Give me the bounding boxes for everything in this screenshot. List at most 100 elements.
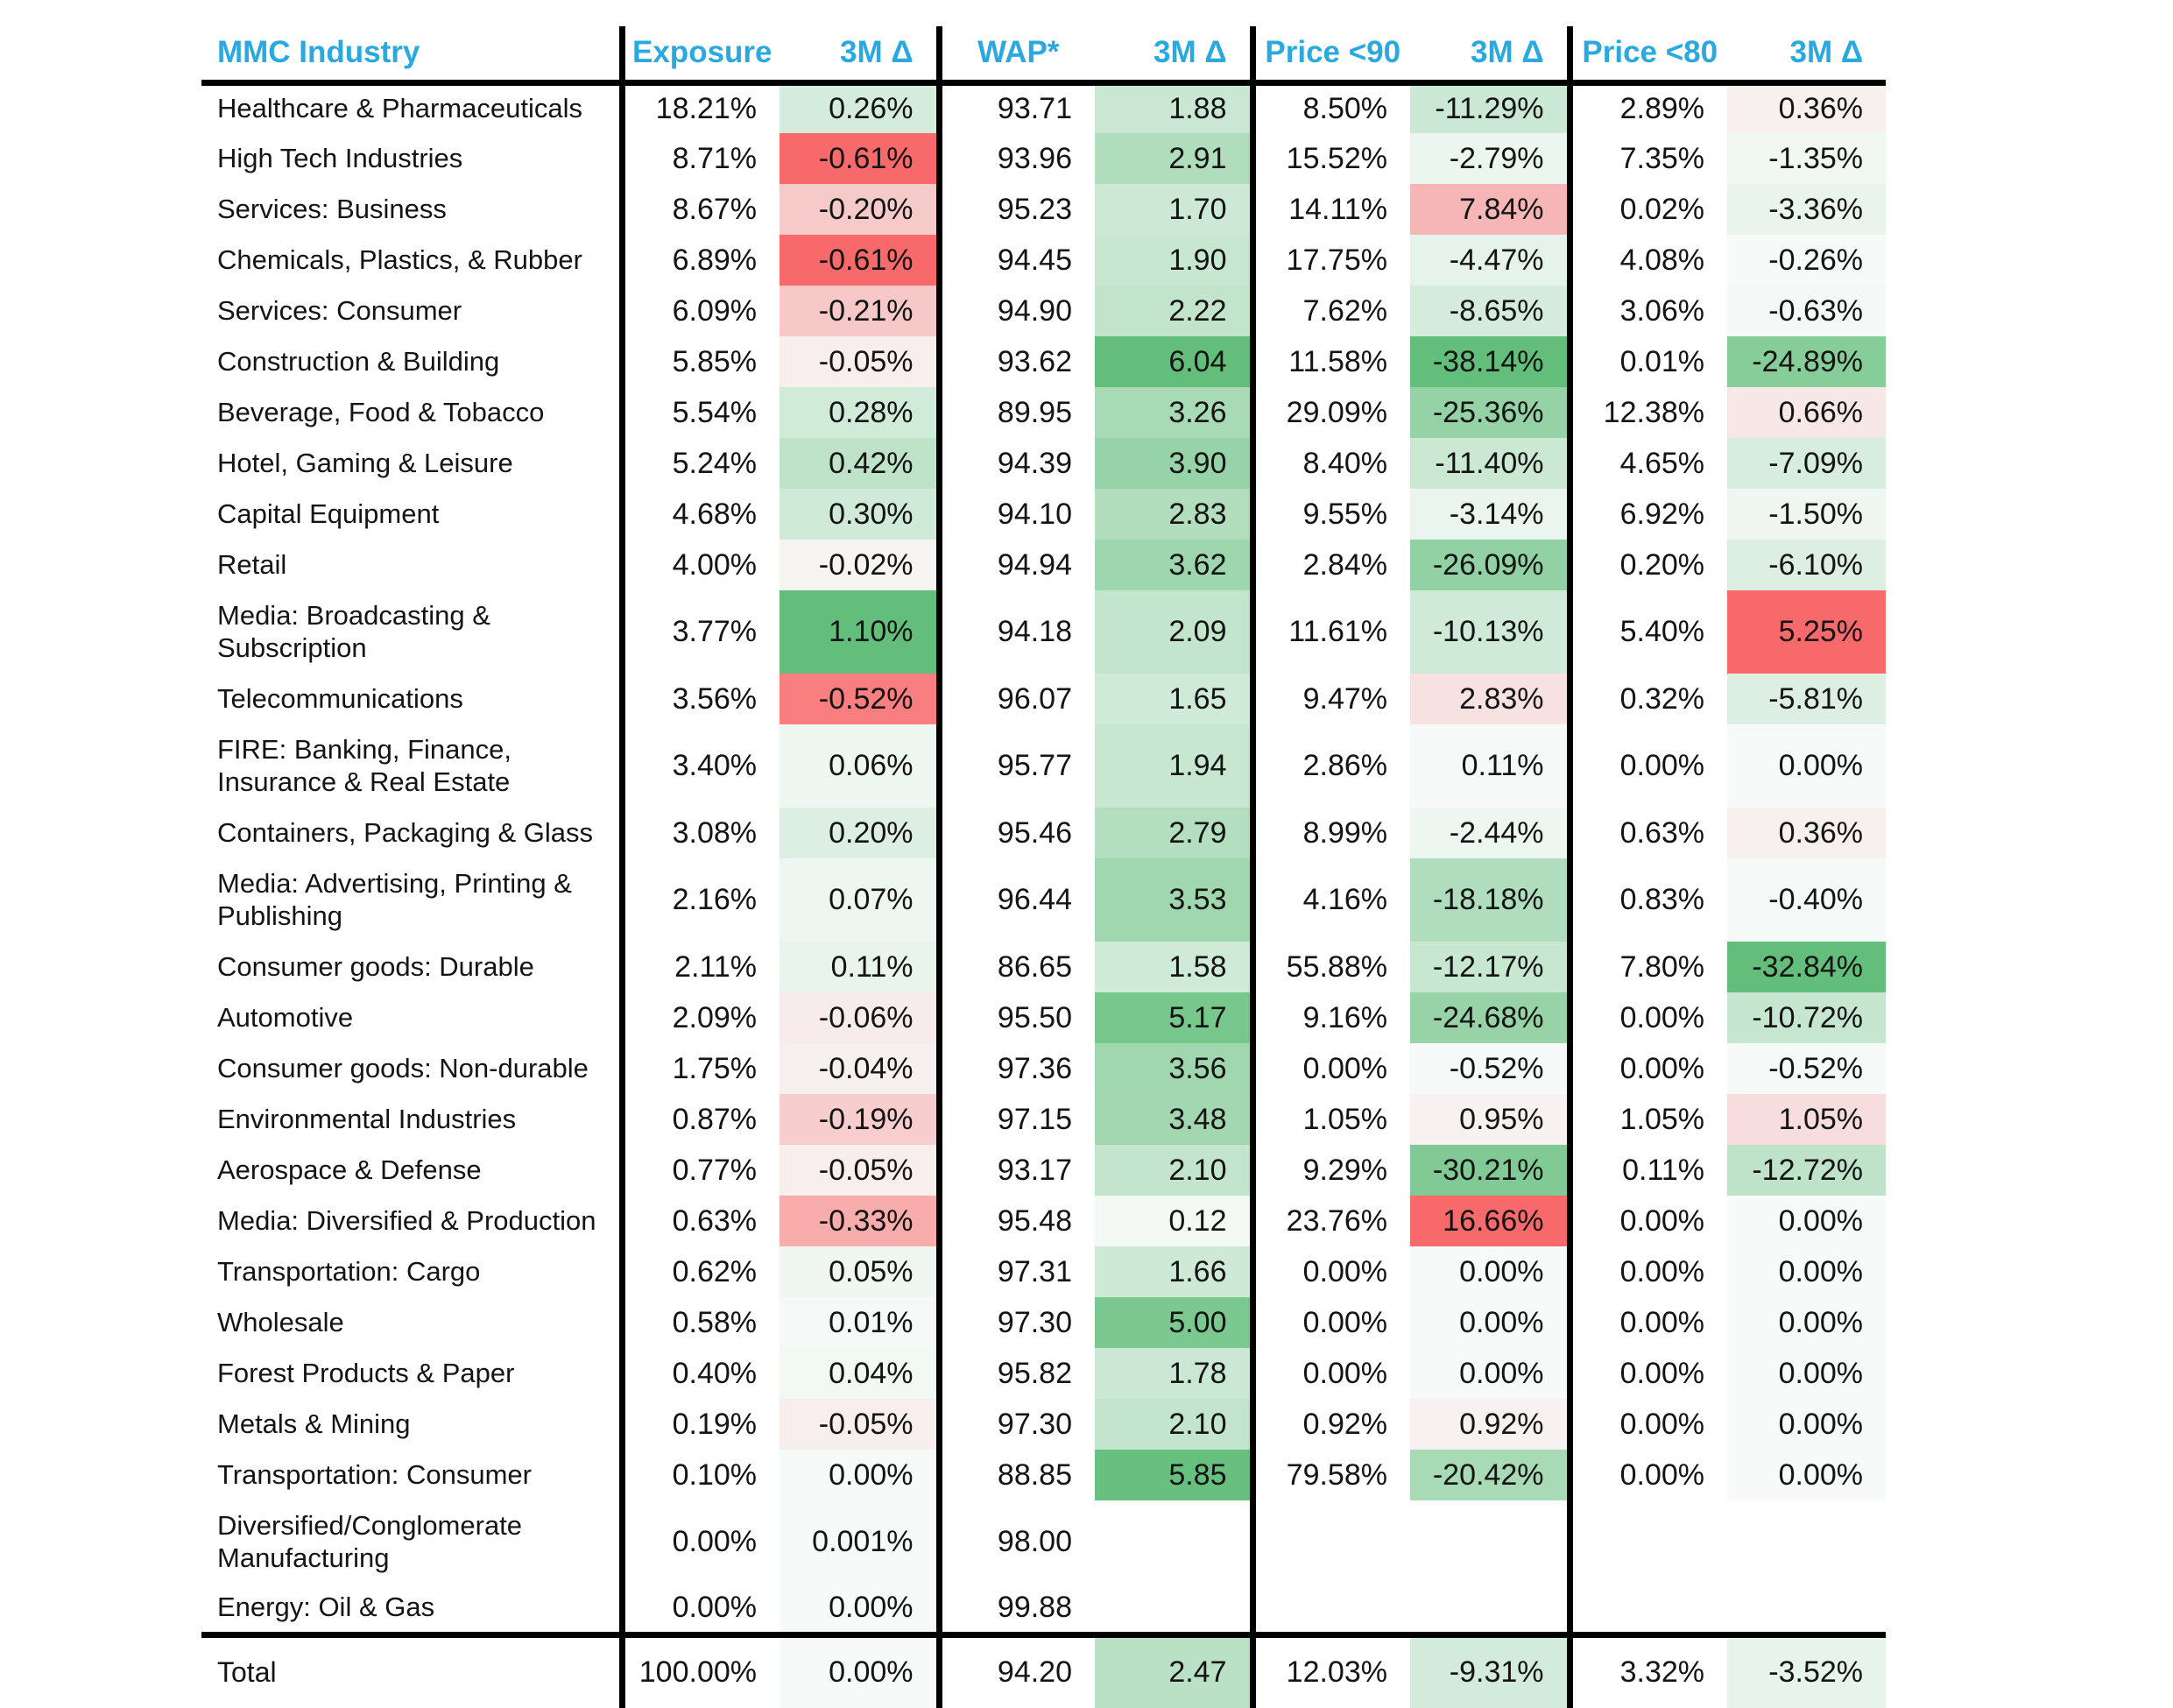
exposure-delta-cell: 0.30% [780, 489, 942, 540]
wap-delta-cell: 1.90 [1095, 235, 1256, 286]
exposure-delta-cell: -0.33% [780, 1196, 942, 1246]
industry-cell: Healthcare & Pharmaceuticals [201, 82, 625, 133]
table-row: Capital Equipment 4.68% 0.30% 94.10 2.83… [201, 489, 1886, 540]
price-below-90-delta-cell: -18.18% [1410, 858, 1573, 942]
price-below-80-cell: 2.89% [1619, 92, 1704, 126]
wap-delta-cell: 2.10 [1095, 1145, 1256, 1196]
price-below-90-cell: 23.76% [1286, 1203, 1387, 1238]
price-below-90-cell: 12.03% [1252, 1631, 1410, 1708]
exposure-delta-cell: 0.00% [780, 1584, 942, 1634]
price-below-80-delta-cell: -1.50% [1727, 489, 1886, 540]
price-below-80-delta-cell: 0.66% [1727, 387, 1886, 438]
wap-delta-cell [1095, 1584, 1256, 1634]
exposure-cell: 4.00% [672, 547, 757, 582]
col-header-exposure: Exposure [622, 26, 780, 86]
industry-cell: Automotive [201, 992, 625, 1043]
price-below-90-cell: 2.84% [1302, 547, 1387, 582]
wap-cell: 97.31 [997, 1254, 1072, 1288]
price-below-90-delta-cell: -25.36% [1410, 387, 1573, 438]
wap-cell: 99.88 [997, 1590, 1072, 1624]
wap-delta-cell: 3.48 [1095, 1094, 1256, 1145]
price-below-90-delta-cell: 0.95% [1410, 1094, 1573, 1145]
price-below-80-cell: 0.00% [1619, 1305, 1704, 1339]
wap-delta-cell: 3.62 [1095, 540, 1256, 590]
industry-cell: Media: Advertising, Printing & Publishin… [201, 858, 625, 942]
price-below-90-cell: 11.61% [1288, 615, 1387, 648]
exposure-cell: 5.85% [672, 344, 757, 378]
price-below-90-delta-cell [1410, 1584, 1573, 1634]
wap-cell: 88.85 [997, 1457, 1072, 1492]
price-below-80-delta-cell: 0.00% [1727, 1399, 1886, 1450]
wap-delta-cell: 5.00 [1095, 1297, 1256, 1348]
price-below-90-delta-cell: -8.65% [1410, 286, 1573, 336]
wap-cell: 95.48 [997, 1203, 1072, 1238]
exposure-cell: 18.21% [655, 92, 757, 126]
price-below-80-delta-cell: -1.35% [1727, 133, 1886, 184]
price-below-90-cell: 8.99% [1302, 815, 1387, 850]
price-below-90-cell: 0.00% [1302, 1356, 1387, 1390]
price-below-90-cell: 0.00% [1302, 1305, 1387, 1339]
price-below-80-delta-cell: -32.84% [1727, 942, 1886, 992]
price-below-90-cell [1252, 1584, 1410, 1634]
industry-cell: Chemicals, Plastics, & Rubber [201, 235, 625, 286]
wap-cell: 97.36 [997, 1051, 1072, 1085]
industry-cell: Aerospace & Defense [201, 1145, 625, 1196]
exposure-delta-cell: 0.01% [780, 1297, 942, 1348]
industry-cell: Total [201, 1631, 625, 1708]
price-below-80-cell: 0.00% [1619, 1000, 1704, 1034]
price-below-80-delta-cell: 0.00% [1727, 1297, 1886, 1348]
price-below-80-delta-cell: -5.81% [1727, 674, 1886, 724]
industry-cell: Energy: Oil & Gas [201, 1584, 625, 1634]
price-below-90-cell: 79.58% [1286, 1457, 1387, 1492]
industry-cell: Construction & Building [201, 336, 625, 387]
wap-cell: 93.71 [997, 92, 1072, 126]
price-below-80-delta-cell: 0.00% [1727, 1348, 1886, 1399]
wap-delta-cell: 2.83 [1095, 489, 1256, 540]
price-below-80-cell: 0.00% [1619, 1051, 1704, 1085]
price-below-80-delta-cell: -3.36% [1727, 184, 1886, 235]
price-below-90-delta-cell: 0.00% [1410, 1297, 1573, 1348]
industry-cell: Metals & Mining [201, 1399, 625, 1450]
price-below-90-cell: 9.47% [1302, 681, 1387, 716]
price-below-80-cell: 0.32% [1619, 681, 1704, 716]
wap-delta-cell: 2.79 [1095, 808, 1256, 858]
wap-delta-cell: 1.65 [1095, 674, 1256, 724]
wap-cell: 98.00 [997, 1525, 1072, 1558]
price-below-80-cell: 0.01% [1619, 344, 1704, 378]
wap-cell: 97.30 [997, 1407, 1072, 1441]
price-below-90-delta-cell: -4.47% [1410, 235, 1573, 286]
wap-delta-cell: 2.47 [1095, 1631, 1256, 1708]
price-below-90-cell: 4.16% [1302, 883, 1387, 916]
exposure-delta-cell: -0.61% [780, 235, 942, 286]
exposure-delta-cell: -0.52% [780, 674, 942, 724]
exposure-cell: 2.16% [672, 883, 757, 916]
price-below-90-delta-cell: 2.83% [1410, 674, 1573, 724]
exposure-delta-cell: 0.42% [780, 438, 942, 489]
exposure-cell: 0.63% [672, 1203, 757, 1238]
wap-delta-cell: 3.26 [1095, 387, 1256, 438]
exposure-delta-cell: -0.04% [780, 1043, 942, 1094]
industry-cell: Telecommunications [201, 674, 625, 724]
price-below-90-delta-cell: -30.21% [1410, 1145, 1573, 1196]
table-row: Wholesale 0.58% 0.01% 97.30 5.00 0.00% 0… [201, 1297, 1886, 1348]
price-below-80-delta-cell: 0.00% [1727, 724, 1886, 808]
price-below-90-cell: 9.29% [1302, 1153, 1387, 1187]
exposure-delta-cell: -0.61% [780, 133, 942, 184]
exposure-cell: 0.40% [672, 1356, 757, 1390]
table-row: Transportation: Consumer 0.10% 0.00% 88.… [201, 1450, 1886, 1500]
table-row: Healthcare & Pharmaceuticals 18.21% 0.26… [201, 82, 1886, 133]
col-header-price-below-80-delta: 3M Δ [1727, 26, 1886, 86]
industry-cell: Diversified/Conglomerate Manufacturing [201, 1500, 625, 1584]
price-below-90-delta-cell: 0.00% [1410, 1246, 1573, 1297]
table-row: Automotive 2.09% -0.06% 95.50 5.17 9.16%… [201, 992, 1886, 1043]
price-below-80-cell: 0.11% [1622, 1153, 1704, 1187]
wap-cell: 94.94 [997, 547, 1072, 582]
price-below-90-cell: 11.58% [1288, 344, 1387, 378]
exposure-cell: 8.71% [672, 141, 757, 175]
industry-cell: Services: Consumer [201, 286, 625, 336]
exposure-delta-cell: 1.10% [780, 590, 942, 674]
table-row: Diversified/Conglomerate Manufacturing 0… [201, 1500, 1886, 1584]
price-below-80-delta-cell: 0.00% [1727, 1196, 1886, 1246]
price-below-90-cell: 0.92% [1302, 1407, 1387, 1441]
price-below-90-delta-cell: -38.14% [1410, 336, 1573, 387]
